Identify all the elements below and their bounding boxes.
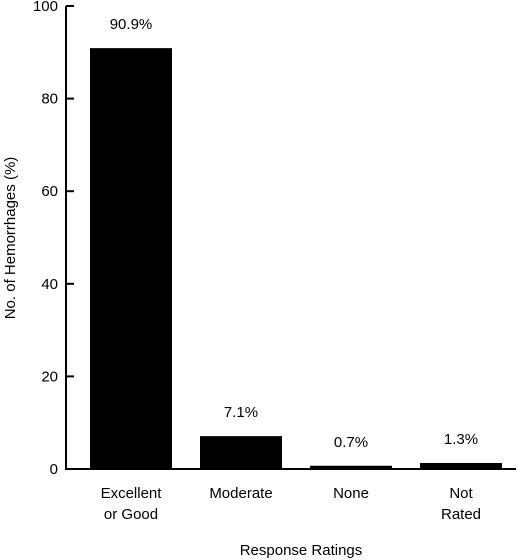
bar [200, 436, 282, 469]
x-tick-label-line: Not [449, 485, 473, 502]
x-tick-label: None [333, 485, 369, 502]
data-label: 0.7% [334, 434, 368, 451]
x-tick-label-line: or Good [104, 506, 158, 523]
x-tick-label: Excellent or Good [101, 485, 163, 523]
x-tick-label-line: Excellent [101, 485, 163, 502]
data-label: 7.1% [224, 404, 258, 421]
x-axis-title: Response Ratings [240, 542, 363, 559]
y-tick-label: 0 [50, 461, 58, 478]
x-tick-label: Not Rated [441, 485, 481, 523]
bar [310, 465, 392, 469]
y-tick-label: 80 [41, 91, 58, 108]
y-axis-title: No. of Hemorrhages (%) [2, 157, 19, 320]
y-tick-label: 20 [41, 368, 58, 385]
y-axis: 0 20 40 60 80 100 [33, 0, 74, 478]
x-tick-label: Moderate [209, 485, 272, 502]
bars [90, 48, 502, 470]
bar [90, 48, 172, 470]
y-tick-label: 100 [33, 0, 58, 15]
y-tick-label: 60 [41, 183, 58, 200]
bar [420, 462, 502, 469]
category-labels: Excellent or Good Moderate None Not Rated [101, 485, 481, 523]
data-label: 1.3% [444, 431, 478, 448]
y-tick-label: 40 [41, 276, 58, 293]
x-tick-label-line: Rated [441, 506, 481, 523]
data-label: 90.9% [110, 16, 153, 33]
x-tick-label-line: Moderate [209, 485, 272, 502]
x-tick-label-line: None [333, 485, 369, 502]
data-labels: 90.9% 7.1% 0.7% 1.3% [110, 16, 478, 451]
